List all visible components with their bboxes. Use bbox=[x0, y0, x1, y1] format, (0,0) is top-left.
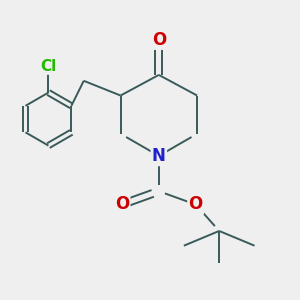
Text: O: O bbox=[152, 31, 166, 49]
Text: Cl: Cl bbox=[40, 58, 56, 74]
Text: O: O bbox=[188, 196, 203, 214]
Text: N: N bbox=[152, 147, 166, 165]
Text: O: O bbox=[115, 196, 129, 214]
